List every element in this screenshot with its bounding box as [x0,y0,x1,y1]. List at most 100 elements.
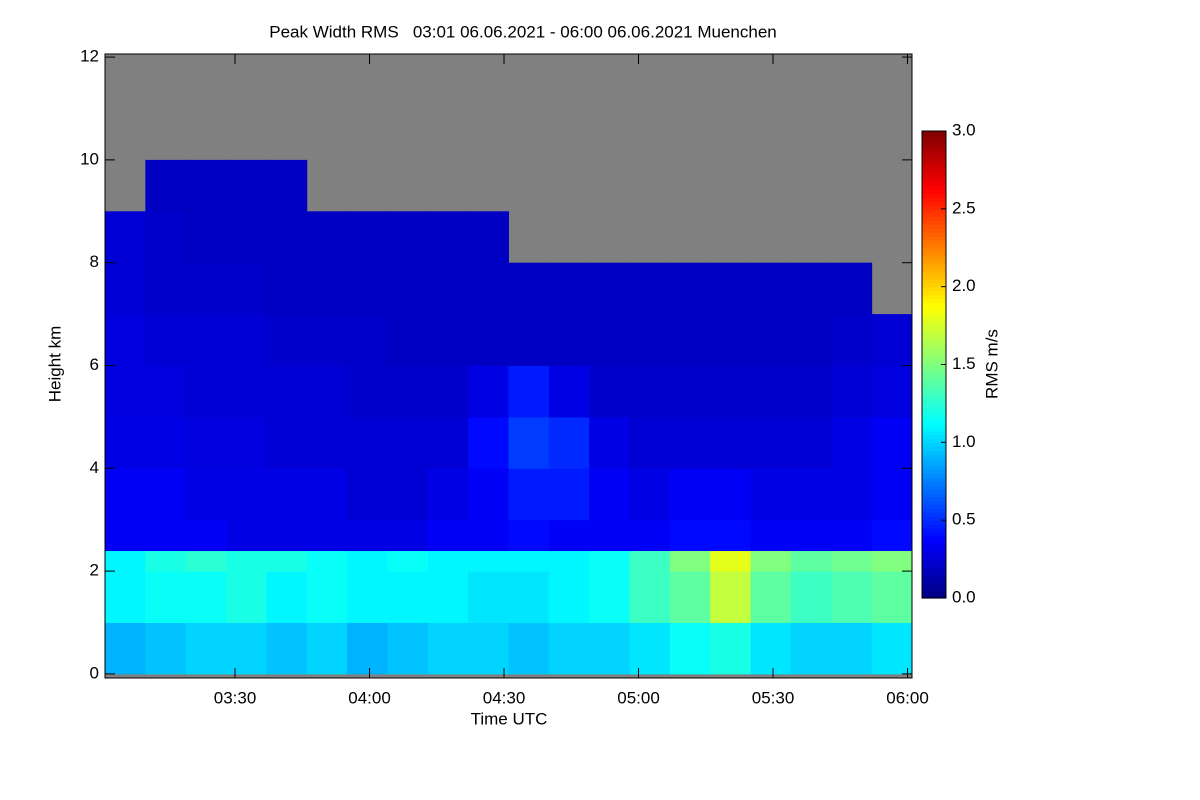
colorbar-segment [922,243,946,249]
heatmap-cell [266,550,308,572]
colorbar-tick-label: 2.0 [952,276,976,295]
heatmap-cell [226,159,267,212]
heatmap-cell [669,468,711,521]
heatmap-cell [589,571,631,623]
colorbar-segment [922,570,946,576]
heatmap-cell [589,262,631,315]
heatmap-cell [266,519,308,552]
heatmap-cell [831,365,873,418]
colorbar-segment [922,415,946,420]
heatmap-cell [831,622,873,675]
x-tick-label: 03:30 [214,688,257,707]
colorbar-segment [922,356,946,362]
heatmap-cell [790,365,832,418]
colorbar-segment [922,364,946,369]
heatmap-cell [548,550,590,572]
heatmap-cell [831,519,873,552]
heatmap-cell [710,571,752,623]
heatmap-cell [145,262,187,315]
colorbar-segment [922,454,946,459]
heatmap-cell [105,211,146,264]
colorbar-segment [922,313,946,319]
heatmap-cell [710,314,752,366]
heatmap [105,54,913,678]
y-tick-label: 12 [80,47,99,66]
heatmap-cell [226,468,267,521]
heatmap-cell [508,314,550,366]
colorbar-segment [922,508,946,513]
heatmap-cell [226,314,267,366]
heatmap-cell [306,550,348,572]
heatmap-cell [629,550,671,572]
colorbar-segment [922,383,946,389]
heatmap-cell [105,622,146,675]
colorbar-segment [922,282,946,288]
heatmap-cell [589,314,631,366]
heatmap-cell [669,416,711,469]
heatmap-cell [629,314,671,366]
heatmap-cell [105,468,146,521]
heatmap-cell [145,519,187,552]
heatmap-cell [508,519,550,552]
heatmap-cell [185,571,227,623]
heatmap-cell [508,262,550,315]
heatmap-cell [347,262,388,315]
heatmap-cell [145,571,187,623]
heatmap-cell [105,314,146,366]
colorbar-segment [922,590,946,595]
heatmap-cell [185,519,227,552]
colorbar-segment [922,150,946,155]
heatmap-cell [226,211,267,264]
heatmap-cell [185,550,227,572]
heatmap-cell [669,571,711,623]
colorbar-segment [922,306,946,311]
colorbar-tick-label: 0.5 [952,510,976,529]
heatmap-cell [427,211,469,264]
heatmap-cell [226,365,267,418]
heatmap-cell [831,468,873,521]
heatmap-cell [548,468,590,521]
colorbar-segment [922,489,946,494]
heatmap-cell [105,571,146,623]
heatmap-cell [790,622,832,675]
heatmap-cell [750,262,792,315]
heatmap-cell [548,622,590,675]
heatmap-cell [790,519,832,552]
heatmap-cell [185,211,227,264]
colorbar-segment [922,337,946,342]
heatmap-cell [871,416,913,469]
heatmap-cell [185,262,227,315]
heatmap-cell [831,550,873,572]
heatmap-cell [710,622,752,675]
colorbar-segment [922,138,946,144]
colorbar-segment [922,131,946,136]
colorbar-segment [922,574,946,580]
colorbar-segment [922,457,946,463]
heatmap-cell [468,622,509,675]
heatmap-cell [589,416,631,469]
colorbar-segment [922,426,946,432]
heatmap-cell [185,159,227,212]
chart-title: Peak Width RMS 03:01 06.06.2021 - 06:00 … [269,22,777,41]
heatmap-cell [831,314,873,366]
colorbar-segment [922,473,946,478]
colorbar-segment [922,310,946,315]
colorbar-segment [922,239,946,245]
heatmap-cell [306,314,348,366]
heatmap-cell [669,550,711,572]
colorbar-segment [922,512,946,517]
heatmap-cell [468,550,509,572]
heatmap-cell [669,365,711,418]
heatmap-cell [266,211,308,264]
heatmap-cell [387,519,429,552]
heatmap-cell [266,365,308,418]
colorbar-segment [922,559,946,564]
heatmap-cell [105,416,146,469]
heatmap-cell [468,571,509,623]
colorbar-segment [922,531,946,537]
colorbar-segment [922,500,946,506]
colorbar-segment [922,255,946,261]
heatmap-cell [508,571,550,623]
colorbar-segment [922,271,946,276]
